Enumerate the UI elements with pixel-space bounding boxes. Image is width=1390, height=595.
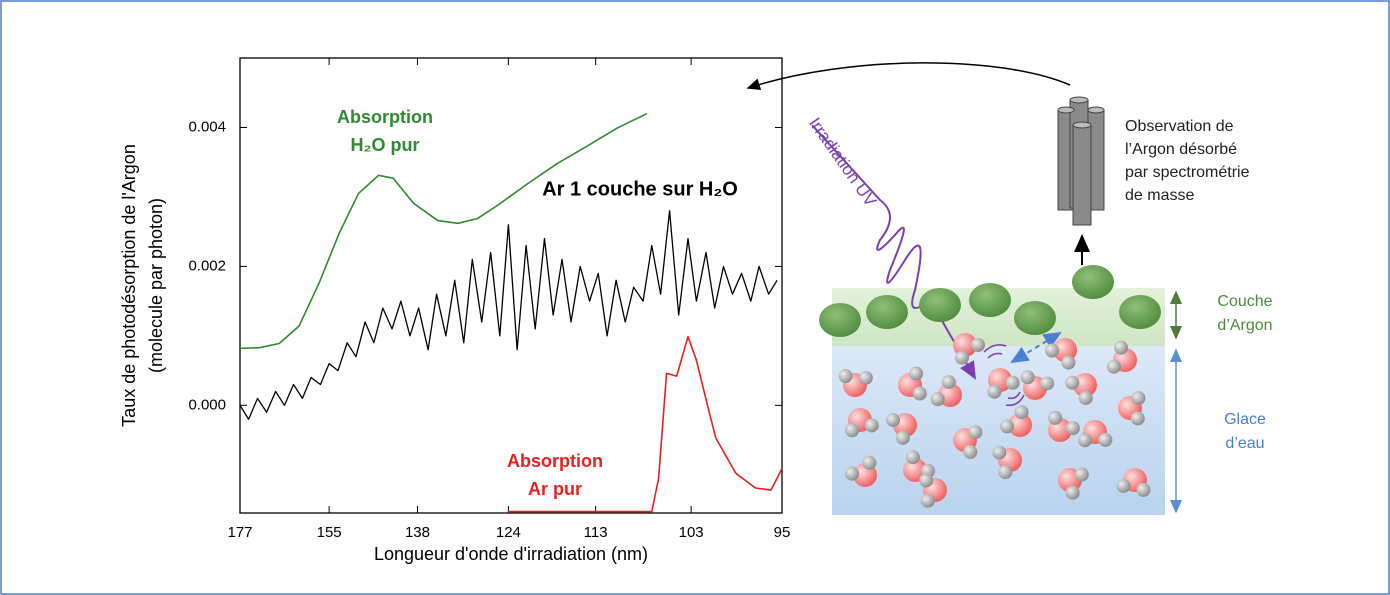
water-hydrogen <box>858 370 873 385</box>
water-hydrogen <box>1014 405 1029 420</box>
water-hydrogen <box>968 425 983 440</box>
water-hydrogen <box>1078 390 1093 405</box>
water-hydrogen <box>1130 411 1145 426</box>
layer-label: Couche <box>1217 293 1272 310</box>
argon-atom <box>969 283 1011 317</box>
argon-atom <box>819 303 861 337</box>
water-hydrogen <box>1065 375 1080 390</box>
y-axis-label: Taux de photodésorption de l'Argon <box>119 144 139 427</box>
water-hydrogen <box>955 350 970 365</box>
water-hydrogen <box>1000 419 1015 434</box>
observation-label: de masse <box>1125 187 1194 204</box>
water-hydrogen <box>838 369 853 384</box>
argon-atom <box>1014 301 1056 335</box>
observation-label: par spectrométrie <box>1125 164 1250 181</box>
water-hydrogen <box>885 413 900 428</box>
water-hydrogen <box>1020 370 1035 385</box>
x-tick-label: 95 <box>774 524 791 541</box>
x-tick-label: 113 <box>584 524 608 541</box>
water-hydrogen <box>1005 375 1020 390</box>
argon-atom <box>1072 265 1114 299</box>
water-hydrogen <box>895 430 910 445</box>
x-tick-label: 155 <box>317 524 342 541</box>
water-oxygen <box>1073 373 1097 397</box>
vibration <box>983 344 1025 407</box>
water-hydrogen <box>1045 343 1060 358</box>
water-hydrogen <box>1131 391 1146 406</box>
diagram: Irradiation UV Observation de l’Argon déso… <box>746 62 1273 515</box>
water-hydrogen <box>987 384 1002 399</box>
water-hydrogen <box>1114 340 1129 355</box>
water-hydrogen <box>912 386 927 401</box>
plot-frame <box>239 57 783 514</box>
water-hydrogen <box>864 418 879 433</box>
observation-label: l’Argon désorbé <box>1125 141 1237 158</box>
ice-label: Glace <box>1224 411 1266 428</box>
exchange-arrow <box>1010 331 1062 364</box>
x-tick-label: 103 <box>679 524 704 541</box>
water-hydrogen <box>998 465 1013 480</box>
series-label: Absorption <box>337 107 433 127</box>
water-hydrogen <box>920 493 935 508</box>
layer-label: d’Argon <box>1217 317 1272 334</box>
water-hydrogen <box>930 392 945 407</box>
water-hydrogen <box>1098 432 1113 447</box>
ice-label: d’eau <box>1225 435 1264 452</box>
water-hydrogen <box>1077 433 1092 448</box>
water-hydrogen <box>1065 485 1080 500</box>
observation-label: Observation de <box>1125 118 1234 135</box>
water-hydrogen <box>1065 421 1080 436</box>
water-hydrogen <box>1106 359 1121 374</box>
y-tick-label: 0.004 <box>188 118 226 135</box>
water-hydrogen <box>905 450 920 465</box>
water-hydrogen <box>1074 467 1089 482</box>
y-axis-label: (molecule par photon) <box>146 198 166 373</box>
water-oxygen <box>953 333 977 357</box>
argon-atom <box>919 288 961 322</box>
water-hydrogen <box>971 338 985 352</box>
water-hydrogen <box>1061 355 1076 370</box>
y-tick-label: 0.002 <box>188 257 226 274</box>
x-tick-label: 124 <box>496 524 521 541</box>
water-hydrogen <box>1116 478 1131 493</box>
water-hydrogen <box>941 375 956 390</box>
water-hydrogen <box>1136 482 1151 497</box>
series-label: Ar 1 couche sur H₂O <box>542 178 738 200</box>
feedback-arrow <box>746 62 1071 91</box>
water-hydrogen <box>992 445 1007 460</box>
water-hydrogen <box>845 423 860 438</box>
uv-beam <box>811 124 976 380</box>
water-hydrogen <box>909 366 924 381</box>
series-label: Ar pur <box>528 479 582 499</box>
mass-spectrometer <box>1057 96 1105 226</box>
water-hydrogen <box>963 444 978 459</box>
y-tick-label: 0.000 <box>188 396 226 413</box>
series-line <box>507 335 783 513</box>
series-label: H₂O pur <box>351 135 420 155</box>
argon-atom <box>866 295 908 329</box>
irradiation-label: Irradiation UV <box>805 114 881 211</box>
x-tick-label: 138 <box>405 524 430 541</box>
plot: 177 155 138 124 113 103 95 0.000 0.002 0.004 Longu… <box>119 57 791 564</box>
x-tick-label: 177 <box>227 524 252 541</box>
x-axis-label: Longueur d'onde d'irradiation (nm) <box>374 544 648 564</box>
series-label: Absorption <box>507 451 603 471</box>
water-hydrogen <box>862 455 877 470</box>
water-hydrogen <box>1048 410 1063 425</box>
water-hydrogen <box>919 473 934 488</box>
series-line <box>239 112 648 350</box>
water-hydrogen <box>845 466 860 481</box>
water-hydrogen <box>1040 376 1055 391</box>
water-oxygen <box>1008 413 1032 437</box>
series-line <box>239 210 778 420</box>
argon-atom <box>1119 295 1161 329</box>
